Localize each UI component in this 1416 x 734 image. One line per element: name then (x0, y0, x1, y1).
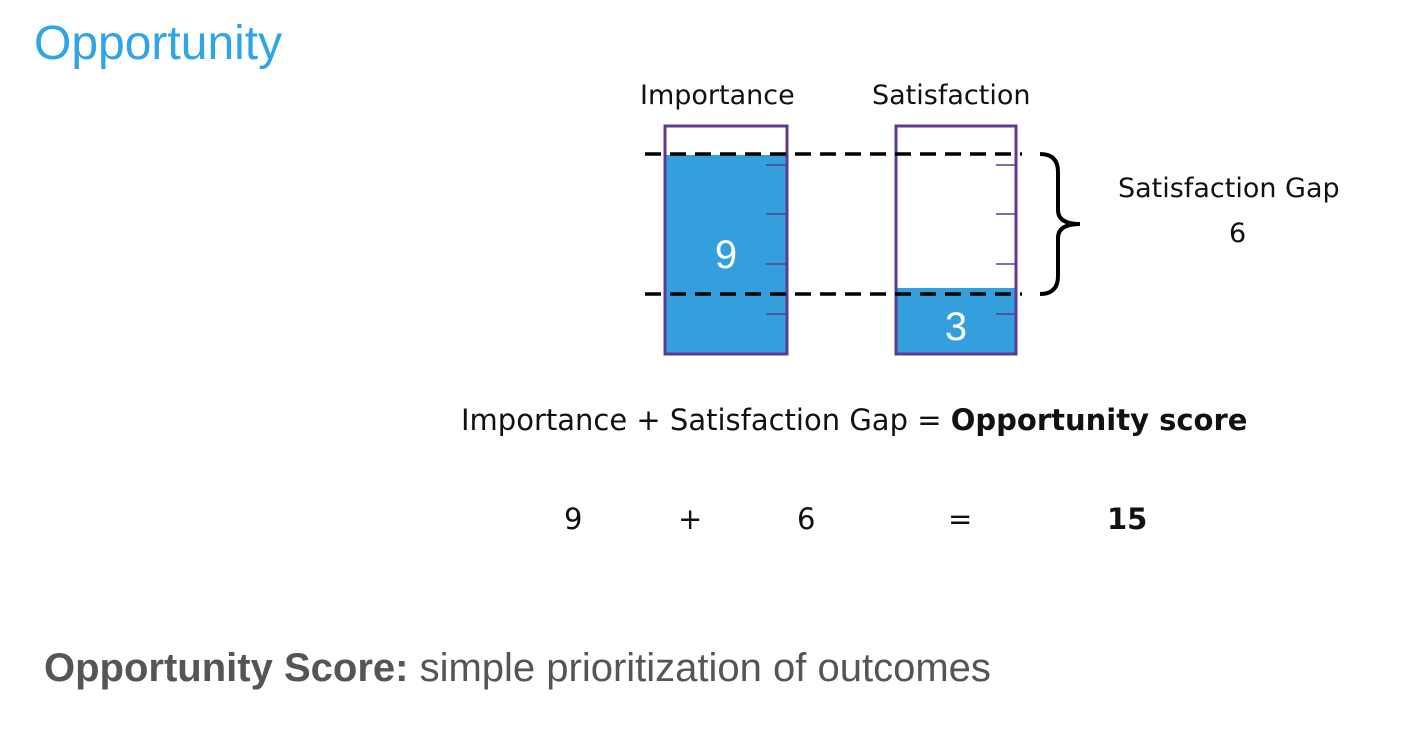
importance-value: 9 (715, 233, 737, 277)
equation-term: 6 (797, 502, 816, 536)
satisfaction-bar: 3 (894, 124, 1018, 356)
slide-title: Opportunity (34, 17, 283, 70)
gap-brace (1039, 152, 1081, 296)
importance-frame (663, 124, 789, 356)
satisfaction-fill (896, 288, 1016, 354)
equation: Importance + Satisfaction Gap = Opportun… (461, 403, 1247, 437)
satisfaction-label: Satisfaction (872, 80, 1031, 111)
satisfaction-value: 3 (945, 305, 967, 349)
importance-fill (665, 155, 787, 354)
satisfaction-ticks (996, 164, 1016, 315)
footer-caption: Opportunity Score: simple prioritization… (44, 646, 991, 691)
equation-result: 15 (1107, 502, 1148, 536)
importance-bar: 9 (663, 124, 789, 356)
gap-label: Satisfaction Gap (1118, 173, 1340, 204)
gap-value: 6 (1229, 218, 1247, 249)
equation-text: Importance + Satisfaction Gap = (461, 403, 951, 437)
equation-result-label: Opportunity score (950, 403, 1248, 437)
footer-rest: simple prioritization of outcomes (408, 646, 991, 690)
importance-label: Importance (640, 80, 795, 111)
importance-ticks (766, 164, 787, 315)
footer-bold: Opportunity Score: (44, 646, 409, 690)
equation-operator: + (678, 502, 703, 536)
satisfaction-frame (894, 124, 1018, 356)
equation-operator: = (948, 502, 973, 536)
equation-term: 9 (564, 502, 583, 536)
